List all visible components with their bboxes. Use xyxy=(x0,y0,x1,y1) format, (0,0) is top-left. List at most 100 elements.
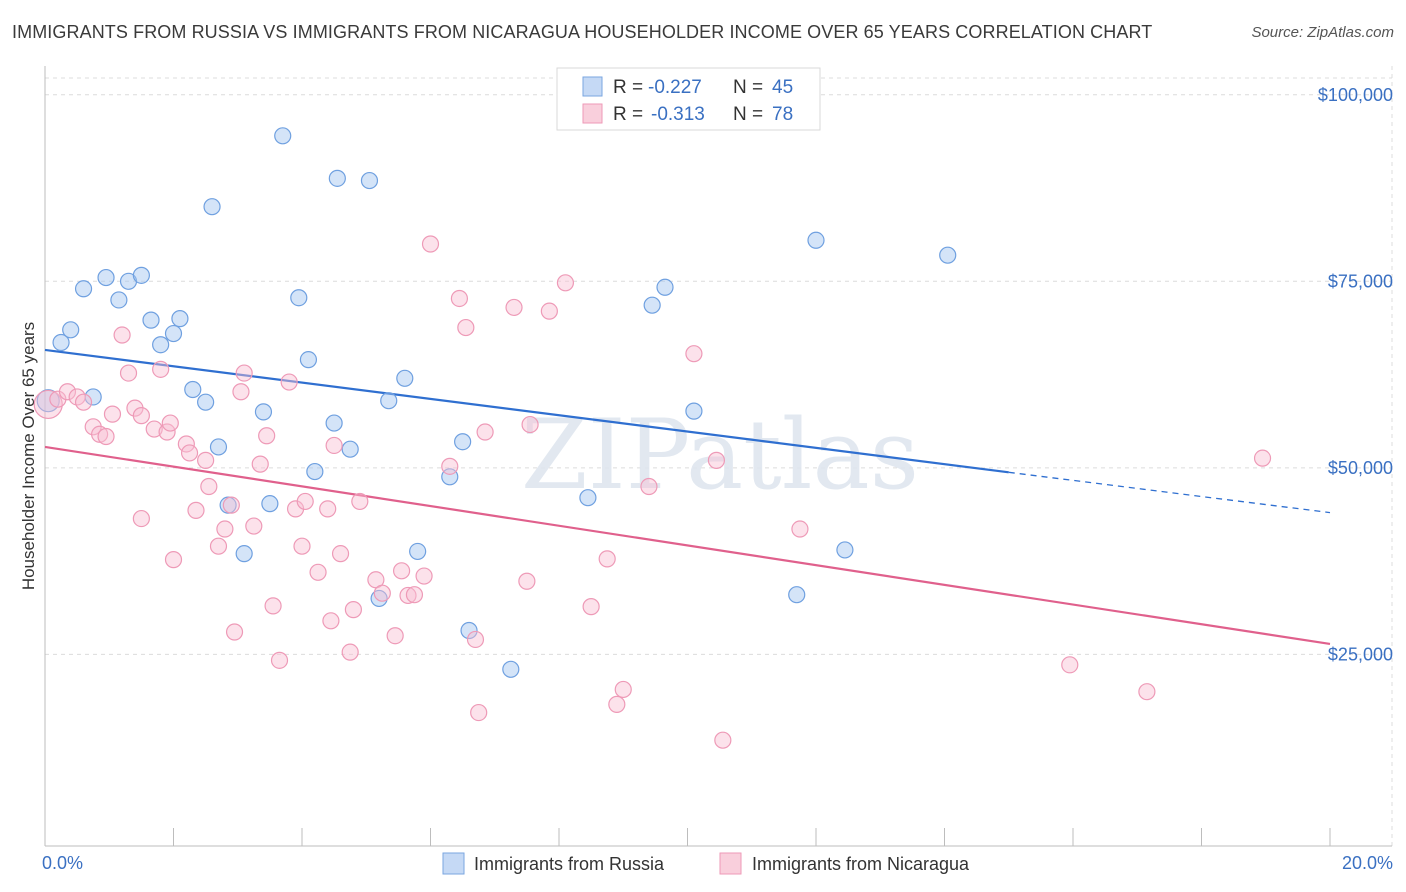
russia-point xyxy=(656,278,674,296)
russia-point xyxy=(132,266,150,284)
russia-point xyxy=(142,311,160,329)
nicaragua-point xyxy=(235,364,253,382)
nicaragua-point xyxy=(466,630,485,649)
nicaragua-point xyxy=(1138,683,1156,701)
legend-r-nicaragua: -0.313 xyxy=(651,104,705,125)
russia-point xyxy=(380,392,398,410)
nicaragua-point xyxy=(187,501,205,519)
russia-point xyxy=(97,268,115,287)
nicaragua-point xyxy=(415,567,433,585)
legend-n-russia: 45 xyxy=(772,77,793,98)
nicaragua-point xyxy=(119,364,138,382)
russia-point xyxy=(836,541,854,559)
y-tick-label: $50,000 xyxy=(1328,458,1393,478)
nicaragua-point xyxy=(392,562,411,580)
russia-point xyxy=(290,289,308,307)
russia-point xyxy=(299,351,318,369)
russia-point xyxy=(164,324,183,343)
nicaragua-point xyxy=(325,436,343,455)
nicaragua-point xyxy=(152,360,170,378)
nicaragua-point xyxy=(707,451,726,469)
nicaragua-point xyxy=(309,563,327,581)
nicaragua-point xyxy=(225,623,244,641)
nicaragua-point xyxy=(258,427,276,445)
nicaragua-point xyxy=(373,584,391,602)
nicaragua-point xyxy=(714,731,732,749)
russia-point xyxy=(643,296,661,314)
nicaragua-point xyxy=(177,435,195,453)
russia-trend-extension xyxy=(1008,471,1331,514)
gridlines xyxy=(45,66,1393,846)
russia-point xyxy=(341,440,359,458)
nicaragua-point xyxy=(132,407,150,425)
y-axis-label: Householder Income Over 65 years xyxy=(19,322,38,590)
nicaragua-point xyxy=(399,586,417,605)
nicaragua-point xyxy=(351,492,369,511)
nicaragua-point xyxy=(319,500,337,518)
nicaragua-trend-line xyxy=(44,445,1331,646)
legend-r-russia: -0.227 xyxy=(648,77,702,98)
data-points xyxy=(33,127,1272,749)
russia-point xyxy=(235,545,253,563)
russia-point xyxy=(502,660,520,678)
russia-point xyxy=(209,438,228,456)
legend-n-nicaragua: 78 xyxy=(772,104,793,125)
nicaragua-point xyxy=(232,383,250,401)
nicaragua-point xyxy=(421,235,440,253)
nicaragua-point xyxy=(476,423,494,441)
legend-n-label: N = xyxy=(733,104,763,125)
nicaragua-point xyxy=(685,345,703,363)
nicaragua-point xyxy=(103,405,122,423)
russia-point xyxy=(197,393,215,411)
nicaragua-point xyxy=(113,326,131,344)
russia-point xyxy=(184,380,202,399)
russia-point xyxy=(325,414,343,432)
russia-point xyxy=(939,246,957,264)
nicaragua-point xyxy=(640,477,658,496)
legend-r-label: R = xyxy=(613,77,643,98)
russia-point xyxy=(171,310,189,328)
bottom-legend-russia: Immigrants from Russia xyxy=(474,854,665,874)
nicaragua-point xyxy=(1253,449,1272,467)
nicaragua-point xyxy=(209,537,228,555)
russia-point xyxy=(360,171,379,190)
nicaragua-point xyxy=(791,520,809,538)
russia-point xyxy=(409,542,427,561)
y-tick-label: $25,000 xyxy=(1328,644,1393,664)
bottom-legend-swatch-russia xyxy=(442,852,465,875)
chart-title: IMMIGRANTS FROM RUSSIA VS IMMIGRANTS FRO… xyxy=(12,22,1153,42)
russia-point xyxy=(685,402,703,420)
nicaragua-point xyxy=(441,457,459,475)
nicaragua-point xyxy=(216,520,234,538)
nicaragua-point xyxy=(457,318,475,337)
nicaragua-point xyxy=(145,420,163,438)
nicaragua-point xyxy=(518,572,536,590)
russia-point xyxy=(306,462,324,481)
y-tick-label: $75,000 xyxy=(1328,271,1393,291)
russia-point xyxy=(370,589,388,608)
nicaragua-point xyxy=(293,537,311,555)
nicaragua-point xyxy=(540,302,558,320)
russia-point xyxy=(254,403,273,421)
nicaragua-point xyxy=(322,612,340,630)
bottom-legend: Immigrants from Russia Immigrants from N… xyxy=(442,852,970,875)
russia-point xyxy=(579,489,597,507)
nicaragua-point xyxy=(296,492,314,511)
nicaragua-point xyxy=(608,695,626,713)
russia-point xyxy=(62,321,80,339)
nicaragua-point xyxy=(245,517,263,535)
nicaragua-point xyxy=(132,509,150,528)
nicaragua-point xyxy=(222,496,240,514)
y-tick-label: $100,000 xyxy=(1318,85,1393,105)
nicaragua-point xyxy=(33,389,63,420)
source-label: Source: ZipAtlas.com xyxy=(1251,24,1394,41)
russia-point xyxy=(74,280,93,298)
nicaragua-point xyxy=(470,703,488,722)
russia-point xyxy=(454,433,472,451)
nicaragua-point xyxy=(598,550,616,568)
nicaragua-point xyxy=(450,289,469,308)
nicaragua-point xyxy=(164,551,183,569)
russia-point xyxy=(788,586,806,604)
nicaragua-point xyxy=(97,427,115,446)
